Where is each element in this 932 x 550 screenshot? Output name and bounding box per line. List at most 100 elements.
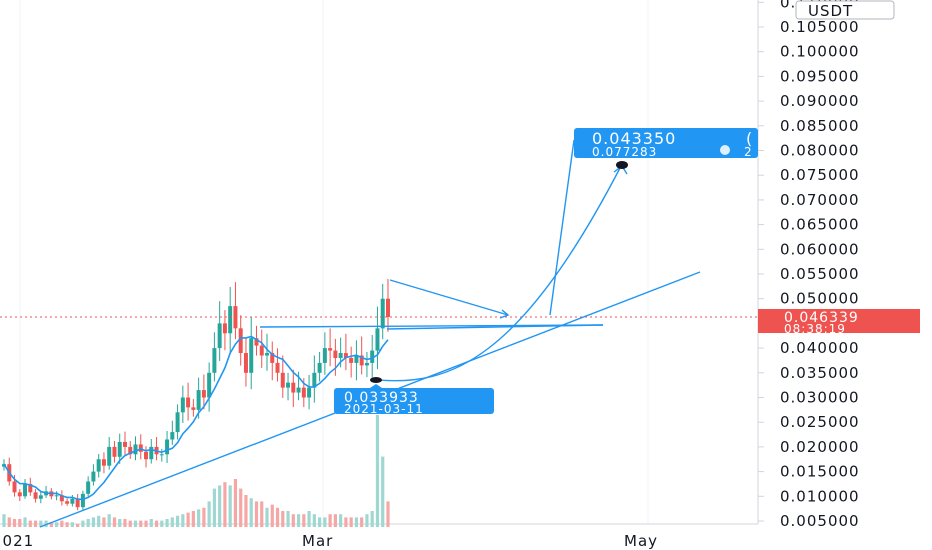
volume-bar (12, 519, 17, 527)
target-extra-label: ( (746, 129, 752, 148)
candle-body (217, 323, 222, 349)
volume-bar (296, 514, 301, 527)
price-scale[interactable]: 0.005000 0.010000 0.015000 0.020000 0.025000… (757, 0, 860, 530)
candle-body (270, 353, 275, 363)
candle-body (265, 353, 269, 356)
currency-badge[interactable]: USDT (795, 0, 895, 20)
price-tick-label: 0.025000 (780, 413, 860, 431)
bottom-marker (370, 377, 382, 383)
candle-body (212, 348, 217, 373)
volume-bar (97, 515, 101, 527)
projection-arrowhead (499, 309, 510, 319)
volume-bar (360, 517, 364, 527)
volume-bar (7, 517, 11, 527)
last-price-value: 0.046339 (784, 310, 859, 326)
candle-body (280, 372, 285, 388)
candle-body (165, 439, 170, 455)
price-tick-label: 0.010000 (780, 487, 860, 505)
volume-bar (128, 520, 132, 527)
candle-body (338, 353, 343, 358)
bottom-callout-box (334, 388, 494, 414)
moving-average-line (3, 335, 389, 501)
candle-body (65, 501, 70, 504)
volume-bar (354, 517, 359, 527)
candle-body (359, 355, 364, 366)
time-label-2021: 2021 (0, 532, 34, 550)
price-tick-label: 0.100000 (780, 43, 860, 61)
volume-bar (107, 514, 111, 527)
volume-bar (349, 517, 353, 527)
candle-body (222, 323, 227, 334)
time-label-mar: Mar (302, 532, 333, 550)
volume-bar (65, 522, 69, 527)
volume-bar (260, 501, 264, 527)
currency-label: USDT (808, 2, 853, 20)
volume-bar (233, 479, 238, 527)
volume-bar (60, 520, 64, 527)
volume-bar (370, 511, 374, 527)
volume-bar (333, 514, 337, 527)
candle-body (385, 298, 390, 317)
last-price-badge: 0.046339 08:38:19 (758, 309, 920, 336)
price-tick-label: 0.050000 (780, 290, 860, 308)
candle-body (180, 397, 185, 413)
candle-body (312, 372, 317, 388)
candle-body (28, 483, 33, 493)
target-callout-box (574, 128, 758, 158)
volume-bar (197, 509, 201, 527)
price-tick-label: 0.070000 (780, 191, 860, 209)
volume-bar (175, 515, 180, 527)
candle-body (364, 362, 369, 366)
volume-bar (291, 514, 295, 527)
volume-bar (202, 507, 206, 527)
volume-bar (212, 488, 216, 527)
candle-body (207, 372, 212, 398)
volume-bar (281, 511, 285, 527)
candle-body (75, 498, 80, 508)
candle-body (170, 432, 175, 440)
bottom-callout-pointer (370, 384, 382, 388)
price-tick-label: 0.085000 (780, 117, 860, 135)
candle-body (96, 459, 101, 472)
volume-bar (344, 517, 348, 527)
price-tick-label: 0.105000 (780, 18, 860, 36)
candle-body (380, 298, 385, 329)
currency-box (795, 0, 895, 20)
bottom-price-label: 0.033933 (344, 390, 419, 406)
volume-bar (181, 514, 185, 527)
volume-bar (312, 514, 316, 527)
volume-bar (76, 523, 80, 527)
candle-body (349, 357, 354, 363)
projection-arrow (389, 279, 509, 316)
volume-bar (133, 520, 138, 527)
countdown-value: 08:38:19 (784, 322, 846, 336)
candle-body (101, 459, 106, 466)
bottom-callout[interactable]: 0.033933 2021-03-11 (334, 384, 494, 416)
price-tick-label: 0.075000 (780, 166, 860, 184)
price-tick-label: 0.090000 (780, 92, 860, 110)
candle-body (238, 328, 243, 354)
target-leg (549, 139, 575, 316)
candle-body (86, 481, 91, 494)
volume-bar (228, 485, 232, 527)
candle-body (296, 387, 301, 393)
candle-body (91, 471, 96, 482)
volume-bar (207, 501, 211, 527)
candle-body (38, 495, 43, 499)
candle-body (80, 493, 85, 508)
candle-body (317, 362, 322, 373)
candles (2, 278, 390, 511)
target-callout[interactable]: 0.043350 ( 0.077283 2 (574, 128, 758, 159)
volume-bar (365, 514, 369, 527)
candle-body (33, 492, 38, 499)
volume-bar (91, 517, 96, 527)
volume-bar (328, 514, 332, 527)
price-tick-label: 0.040000 (780, 339, 860, 357)
clock-icon (720, 145, 730, 155)
time-axis[interactable]: 2021 Mar May (0, 523, 758, 550)
price-tick-label: 0.005000 (780, 512, 860, 530)
volume-bar (244, 495, 248, 527)
volume-bar (160, 520, 164, 527)
volume-bar (186, 512, 190, 527)
